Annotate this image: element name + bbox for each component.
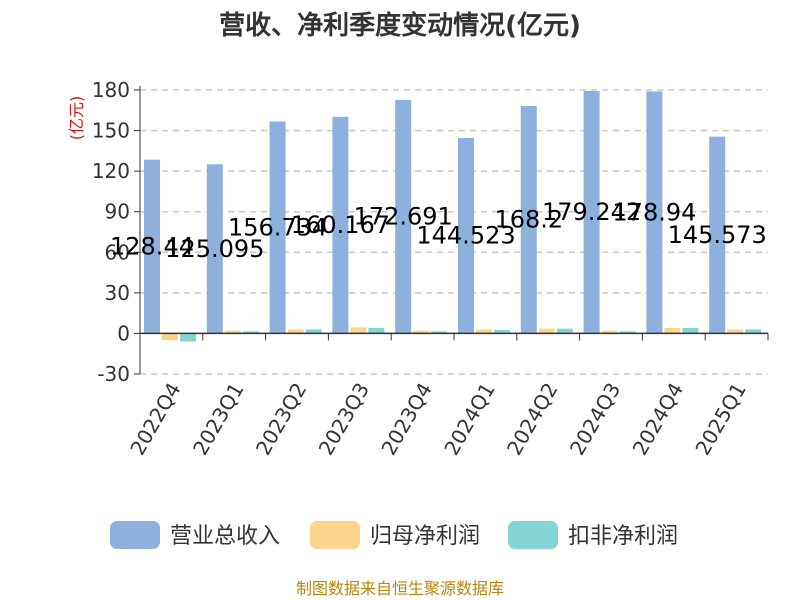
legend-label: 归母净利润 <box>370 524 480 549</box>
y-tick-label: 90 <box>105 200 130 224</box>
data-label: 178.94 <box>612 198 696 226</box>
bar-扣非净利润-2023Q4 <box>431 331 448 334</box>
chart-title: 营收、净利季度变动情况(亿元) <box>219 10 581 41</box>
legend-swatch <box>110 521 160 549</box>
legend: 营业总收入 归母净利润 扣非净利润 <box>110 521 678 549</box>
y-tick-label: 0 <box>117 321 130 345</box>
x-tick-label: 2024Q3 <box>565 379 625 460</box>
legend-label: 扣非净利润 <box>568 524 678 549</box>
bar-扣非净利润-2023Q3 <box>368 328 385 334</box>
bar-扣非净利润-2025Q1 <box>745 329 762 334</box>
bar-归母净利润-2023Q4 <box>413 330 430 334</box>
data-label: 156.734 <box>228 213 327 241</box>
bar-营业总收入-2022Q4 <box>144 159 160 334</box>
bar-归母净利润-2025Q1 <box>727 329 744 334</box>
bar-扣非净利润-2024Q3 <box>619 331 636 334</box>
bar-归母净利润-2023Q1 <box>224 330 241 334</box>
bar-营业总收入-2024Q3 <box>583 91 600 334</box>
bar-归母净利润-2024Q4 <box>664 328 681 334</box>
data-label: 179.242 <box>542 198 641 226</box>
data-label: 144.523 <box>416 222 515 250</box>
bar-营业总收入-2025Q1 <box>709 136 726 334</box>
x-tick-label: 2023Q3 <box>314 379 374 460</box>
bar-扣非净利润-2023Q1 <box>242 331 259 334</box>
bar-归母净利润-2023Q3 <box>350 327 367 334</box>
source-note: 制图数据来自恒生聚源数据库 <box>296 579 504 598</box>
x-tick-label: 2024Q1 <box>439 379 499 460</box>
data-label: 145.573 <box>668 221 767 249</box>
bar-营业总收入-2024Q1 <box>458 137 474 334</box>
x-tick-label: 2023Q1 <box>188 379 248 460</box>
bar-归母净利润-2024Q2 <box>538 328 555 334</box>
bar-扣非净利润-2022Q4 <box>180 333 196 342</box>
bar-营业总收入-2024Q4 <box>646 91 663 334</box>
x-tick-label: 2023Q4 <box>376 379 436 460</box>
legend-swatch <box>508 521 558 549</box>
x-tick-label: 2025Q1 <box>690 379 750 460</box>
x-tick-labels: 2022Q4 2023Q1 2023Q2 2023Q3 2023Q4 2024Q1 2024… <box>125 379 751 460</box>
bar-扣非净利润-2024Q4 <box>682 328 699 334</box>
bar-营业总收入-2023Q2 <box>269 121 286 334</box>
bar-营业总收入-2023Q3 <box>332 116 349 334</box>
bar-营业总收入-2023Q4 <box>395 99 412 334</box>
x-tick-label: 2024Q2 <box>502 379 562 460</box>
legend-swatch <box>310 521 360 549</box>
bar-营业总收入-2024Q2 <box>520 105 537 334</box>
x-tick-label: 2023Q2 <box>251 379 311 460</box>
y-tick-label: -30 <box>97 362 130 386</box>
x-tick-label: 2024Q4 <box>628 379 688 460</box>
data-label: 172.691 <box>354 203 453 231</box>
bars-group <box>144 91 762 342</box>
bar-扣非净利润-2023Q2 <box>305 329 322 334</box>
y-tick-label: 30 <box>105 281 130 305</box>
bar-扣非净利润-2024Q1 <box>494 330 510 334</box>
bar-归母净利润-2024Q3 <box>601 330 618 334</box>
bar-归母净利润-2023Q2 <box>287 329 304 334</box>
data-label: 125.095 <box>165 235 264 263</box>
bar-扣非净利润-2024Q2 <box>556 328 573 334</box>
bar-归母净利润-2024Q1 <box>476 329 492 334</box>
y-tick-label: 150 <box>92 119 130 143</box>
y-axis-label: (亿元) <box>67 96 86 141</box>
data-label: 160.167 <box>291 211 390 239</box>
y-tick-label: 120 <box>92 159 130 183</box>
data-label: 168.2 <box>494 206 563 234</box>
grid-lines <box>140 89 768 375</box>
legend-label: 营业总收入 <box>170 524 280 549</box>
y-tick-labels: -30 0 30 60 90 120 150 180 <box>92 78 130 386</box>
data-label: 128.44 <box>110 233 194 261</box>
x-tick-label: 2022Q4 <box>125 379 185 460</box>
bar-营业总收入-2023Q1 <box>206 164 223 334</box>
y-tick-label: 180 <box>92 78 130 102</box>
bar-归母净利润-2022Q4 <box>162 333 178 341</box>
data-labels: 128.44125.095156.734160.167172.691144.52… <box>110 198 767 263</box>
axes <box>134 86 769 375</box>
y-tick-label: 60 <box>105 240 130 264</box>
